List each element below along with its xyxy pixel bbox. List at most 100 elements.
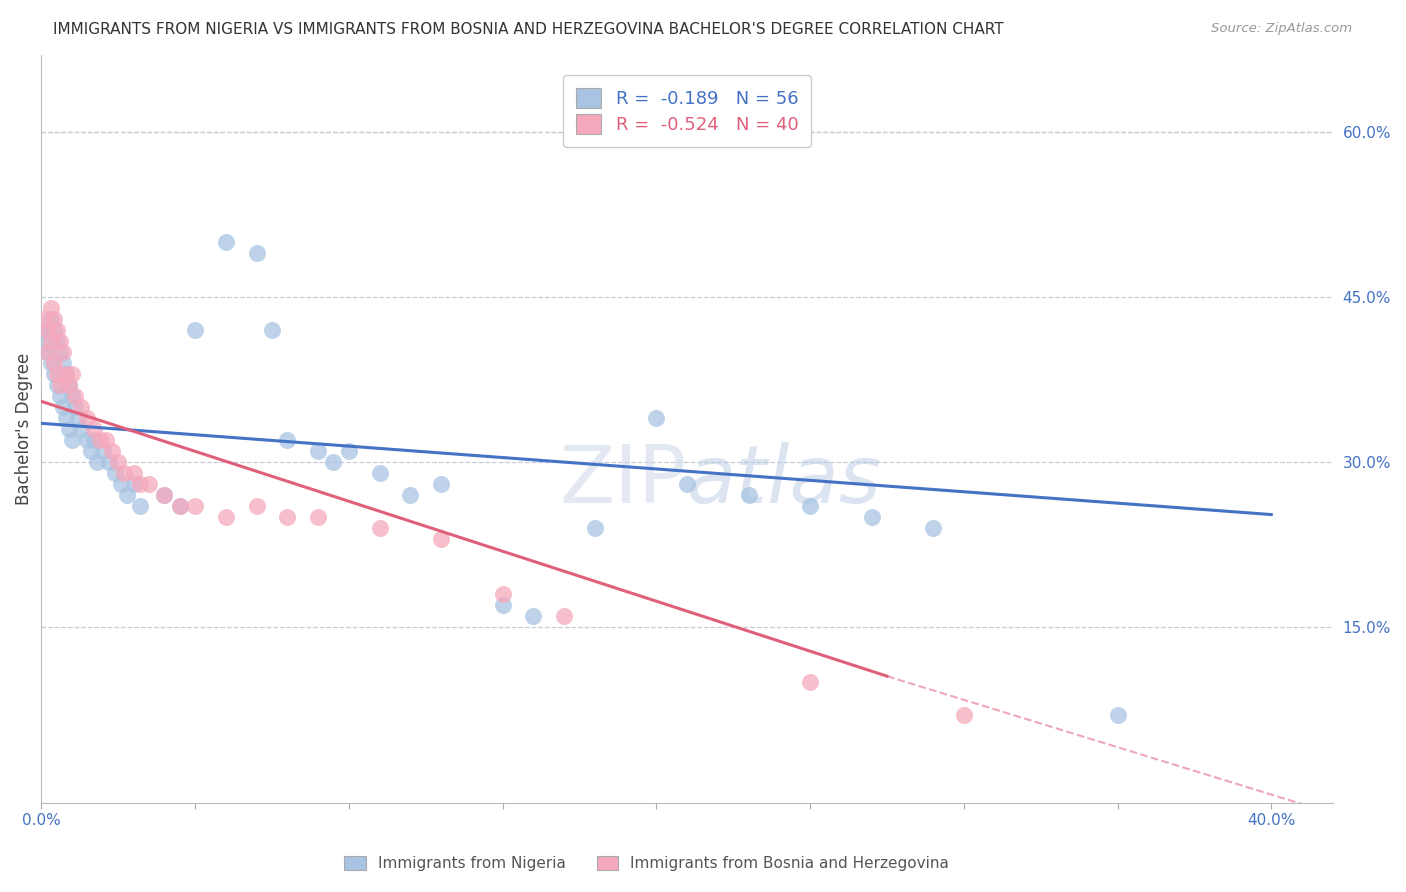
Point [368,521,391,535]
Point [245,246,267,260]
Point [34,323,56,337]
Point [55,367,77,381]
Y-axis label: Bachelor's Degree: Bachelor's Degree [15,352,32,505]
Legend: R =  -0.189   N = 56, R =  -0.524   N = 40: R = -0.189 N = 56, R = -0.524 N = 40 [564,76,811,147]
Point [645,410,668,425]
Point [70,422,93,436]
Point [52,356,75,370]
Point [60,389,83,403]
Point [86,455,108,469]
Point [79,443,101,458]
Point [49,345,72,359]
Point [52,400,75,414]
Point [49,334,72,348]
Point [39,301,62,315]
Point [307,443,329,458]
Point [952,707,974,722]
Point [45,367,67,381]
Point [39,312,62,326]
Point [58,377,80,392]
Point [860,509,883,524]
Point [276,433,298,447]
Point [83,422,105,436]
Point [799,674,821,689]
Point [215,235,238,249]
Point [89,433,111,447]
Point [49,377,72,392]
Point [45,323,67,337]
Point [276,509,298,524]
Point [368,466,391,480]
Point [491,598,513,612]
Point [322,455,344,469]
Point [128,476,150,491]
Point [63,389,86,403]
Point [58,422,80,436]
Point [42,356,65,370]
Point [553,608,575,623]
Point [491,587,513,601]
Point [307,509,329,524]
Point [60,433,83,447]
Point [153,488,176,502]
Point [55,410,77,425]
Point [101,443,124,458]
Point [67,410,90,425]
Point [169,499,191,513]
Point [45,377,67,392]
Point [430,532,453,546]
Point [337,443,360,458]
Point [215,509,238,524]
Point [153,488,176,502]
Point [799,499,821,513]
Point [117,488,139,502]
Text: IMMIGRANTS FROM NIGERIA VS IMMIGRANTS FROM BOSNIA AND HERZEGOVINA BACHELOR'S DEG: IMMIGRANTS FROM NIGERIA VS IMMIGRANTS FR… [53,22,1004,37]
Point [91,443,114,458]
Point [70,400,93,414]
Point [94,433,117,447]
Point [107,455,129,469]
Point [98,455,121,469]
Point [52,345,75,359]
Point [737,488,759,502]
Point [60,367,83,381]
Point [922,521,945,535]
Point [110,476,132,491]
Point [37,323,59,337]
Point [676,476,699,491]
Point [34,312,56,326]
Point [58,377,80,392]
Point [399,488,422,502]
Text: Source: ZipAtlas.com: Source: ZipAtlas.com [1212,22,1353,36]
Point [122,466,145,480]
Point [42,323,65,337]
Point [39,334,62,348]
Point [260,323,283,337]
Point [522,608,544,623]
Point [583,521,606,535]
Point [1107,707,1129,722]
Point [83,433,105,447]
Point [76,433,98,447]
Point [42,367,65,381]
Point [128,499,150,513]
Point [49,389,72,403]
Point [37,345,59,359]
Point [45,334,67,348]
Point [37,334,59,348]
Point [245,499,267,513]
Point [122,476,145,491]
Point [184,499,207,513]
Point [42,312,65,326]
Point [55,367,77,381]
Point [104,466,127,480]
Text: atlas: atlas [688,442,882,520]
Point [63,400,86,414]
Point [39,356,62,370]
Point [184,323,207,337]
Point [112,466,135,480]
Legend: Immigrants from Nigeria, Immigrants from Bosnia and Herzegovina: Immigrants from Nigeria, Immigrants from… [339,849,955,877]
Point [37,345,59,359]
Point [169,499,191,513]
Point [430,476,453,491]
